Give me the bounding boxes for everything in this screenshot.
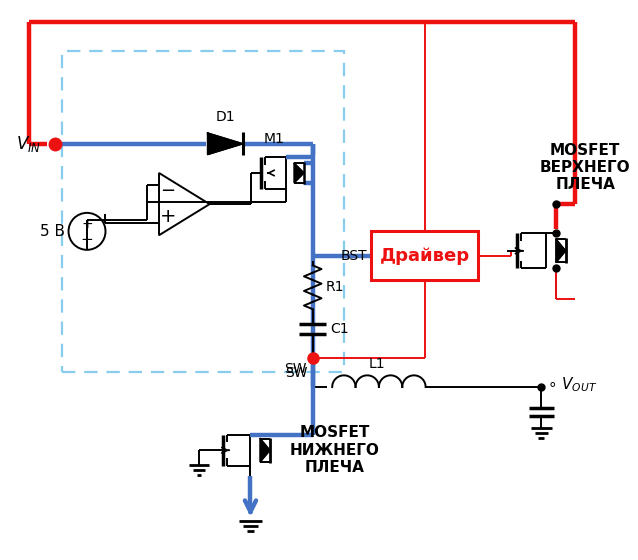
Text: MOSFET
НИЖНЕГО
ПЛЕЧА: MOSFET НИЖНЕГО ПЛЕЧА [290,426,379,475]
Text: −: − [160,183,175,200]
Text: SW: SW [285,362,307,376]
Text: R1: R1 [325,281,344,295]
Text: D1: D1 [216,110,235,124]
Text: +: + [81,217,93,231]
Text: SW: SW [285,366,308,380]
Text: $V_{IN}$: $V_{IN}$ [16,134,41,154]
FancyBboxPatch shape [371,231,478,280]
Polygon shape [207,133,242,155]
Text: Драйвер: Драйвер [380,246,470,265]
Polygon shape [294,164,304,183]
Polygon shape [260,438,270,462]
Text: +: + [160,207,176,226]
Text: −: − [80,232,93,246]
Text: C1: C1 [330,321,349,335]
Text: MOSFET
ВЕРХНЕГО
ПЛЕЧА: MOSFET ВЕРХНЕГО ПЛЕЧА [540,143,630,193]
Text: L1: L1 [368,357,385,371]
Text: M1: M1 [263,132,285,146]
Text: $\circ\ V_{OUT}$: $\circ\ V_{OUT}$ [547,376,598,394]
Text: BST: BST [341,249,367,263]
Polygon shape [556,239,566,263]
Text: 5 B: 5 B [40,224,64,239]
